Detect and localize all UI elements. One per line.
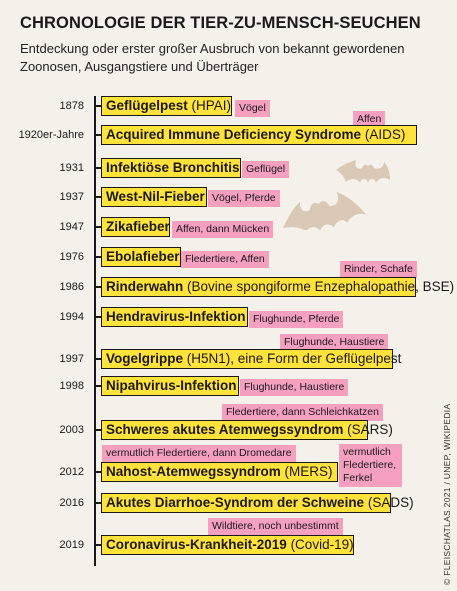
host-label: Wildtiere, noch unbestimmt (208, 518, 343, 535)
host-label: Fledertiere, Affen (181, 251, 269, 268)
disease-detail: (Bovine spongiforme Enzephalopathie, BSE… (183, 279, 455, 294)
disease-name: Rinderwahn (106, 279, 184, 294)
timeline-tick (94, 134, 101, 136)
disease-name: Nipahvirus-Infektion (106, 378, 237, 393)
page-title: CHRONOLOGIE DER TIER-ZU-MENSCH-SEUCHEN (20, 14, 421, 32)
bat-icon (282, 192, 366, 230)
timeline-tick (94, 502, 101, 504)
timeline-tick (94, 167, 101, 169)
disease-detail: (AIDS) (361, 127, 406, 142)
host-label: Affen (353, 111, 386, 128)
disease-name: Coronavirus-Krankheit-2019 (106, 537, 287, 552)
disease-name: Ebolafieber (106, 249, 180, 264)
timeline-tick (94, 358, 101, 360)
disease-event: Vogelgrippe (H5N1), eine Form der Geflüg… (101, 349, 401, 369)
timeline-tick (94, 196, 101, 198)
timeline-year: 2012 (59, 466, 84, 478)
host-label: Flughunde, Pferde (249, 311, 344, 328)
disease-event: Infektiöse Bronchitis (101, 158, 241, 178)
timeline-year: 1931 (59, 162, 84, 174)
disease-event: Zikafieber (101, 217, 170, 237)
timeline-year: 1937 (59, 191, 84, 203)
timeline-year: 1994 (59, 311, 84, 323)
disease-name: Acquired Immune Deficiency Syndrome (106, 127, 362, 142)
disease-name: Infektiöse Bronchitis (106, 160, 240, 175)
disease-detail: (H5N1), eine Form der Geflügelpest (183, 351, 402, 366)
timeline-year: 1920er-Jahre (18, 129, 84, 141)
disease-detail: (SARS) (343, 422, 393, 437)
host-label: Rinder, Schafe (340, 261, 417, 278)
host-label: Affen, dann Mücken (172, 221, 274, 238)
disease-event: Ebolafieber (101, 247, 181, 267)
timeline-tick (94, 544, 101, 546)
timeline-tick (94, 226, 101, 228)
timeline-axis (94, 96, 96, 566)
disease-event: Coronavirus-Krankheit-2019 (Covid-19) (101, 535, 354, 555)
timeline-year: 1878 (59, 100, 84, 112)
timeline-year: 1976 (59, 251, 84, 263)
timeline-year: 2003 (59, 424, 84, 436)
host-label: Flughunde, Haustiere (280, 334, 389, 351)
disease-name: Schweres akutes Atemwegssyndrom (106, 422, 344, 437)
host-label: Flughunde, Haustiere (240, 379, 349, 396)
disease-event: Rinderwahn (Bovine spongiforme Enzephalo… (101, 277, 454, 297)
page-subtitle: Entdeckung oder erster großer Ausbruch v… (20, 41, 405, 74)
timeline-year: 1998 (59, 380, 84, 392)
disease-event: West-Nil-Fieber (101, 187, 207, 207)
disease-detail: (Covid-19) (286, 537, 354, 552)
disease-name: Vogelgrippe (106, 351, 184, 366)
timeline-year: 2016 (59, 497, 84, 509)
timeline-year: 2019 (59, 539, 84, 551)
timeline-year: 1986 (59, 281, 84, 293)
disease-event: Schweres akutes Atemwegssyndrom (SARS) (101, 420, 393, 440)
timeline-tick (94, 286, 101, 288)
timeline-tick (94, 471, 101, 473)
host-label: Geflügel (242, 161, 290, 178)
timeline-tick (94, 316, 101, 318)
host-label: Fledertiere, dann Schleichkatzen (222, 404, 383, 421)
disease-name: Hendravirus-Infektion (106, 309, 246, 324)
bat-icon (336, 160, 390, 182)
timeline-year: 1947 (59, 221, 84, 233)
disease-event: Nipahvirus-Infektion (101, 376, 239, 396)
host-label: vermutlich Fledertiere, dann Dromedare (102, 445, 296, 462)
host-label: Vögel, Pferde (208, 190, 280, 207)
disease-detail: (SADS) (364, 495, 414, 510)
disease-name: Geflügelpest (106, 98, 188, 113)
timeline-tick (94, 256, 101, 258)
timeline-year: 1997 (59, 353, 84, 365)
disease-event: Geflügelpest (HPAI) (101, 96, 232, 116)
disease-name: Nahost-Atemwegssyndrom (106, 464, 281, 479)
timeline-tick (94, 385, 101, 387)
disease-event: Akutes Diarrhoe-Syndrom der Schweine (SA… (101, 493, 414, 513)
disease-event: Nahost-Atemwegssyndrom (MERS) (101, 462, 338, 482)
host-label: Vögel (235, 100, 270, 117)
disease-name: Zikafieber (106, 219, 170, 234)
host-label: vermutlich Fledertiere, Ferkel (339, 444, 402, 487)
disease-name: West-Nil-Fieber (106, 189, 205, 204)
timeline-tick (94, 105, 101, 107)
disease-event: Acquired Immune Deficiency Syndrome (AID… (101, 125, 417, 145)
bat-illustration (282, 160, 390, 230)
timeline-tick (94, 429, 101, 431)
source-credit: © FLEISCHATLAS 2021 / UNEP, WIKIPEDIA (442, 403, 452, 585)
disease-name: Akutes Diarrhoe-Syndrom der Schweine (106, 495, 365, 510)
disease-event: Hendravirus-Infektion (101, 307, 248, 327)
disease-detail: (MERS) (280, 464, 333, 479)
disease-detail: (HPAI) (187, 98, 232, 113)
